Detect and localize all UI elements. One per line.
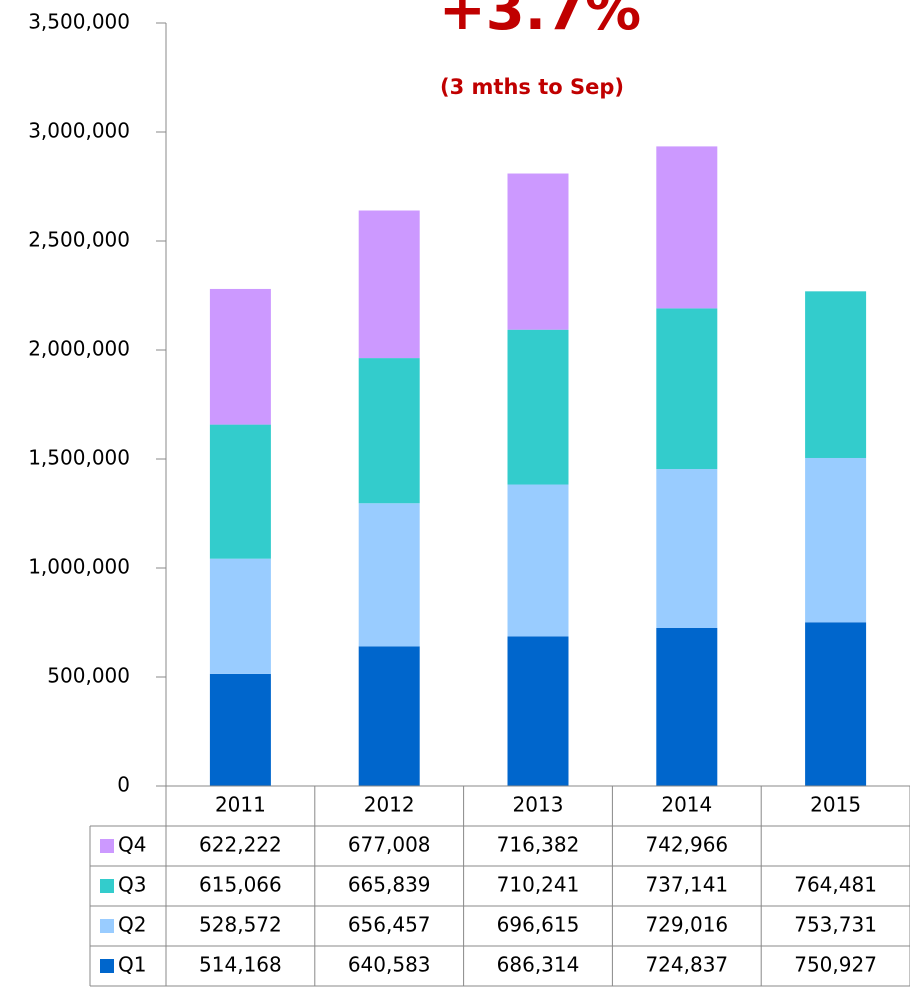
x-tick-label: 2012 — [364, 793, 415, 817]
table-cell: 696,615 — [497, 913, 580, 937]
table-cell: 764,481 — [794, 873, 877, 897]
legend-label: Q1 — [118, 953, 146, 977]
bar-segment — [805, 622, 867, 786]
y-tick-label: 2,000,000 — [28, 337, 130, 361]
bar-segment — [656, 146, 718, 309]
x-tick-label: 2014 — [661, 793, 712, 817]
bar-segment — [209, 288, 271, 425]
bar-segment — [358, 210, 420, 359]
y-tick-label: 1,500,000 — [28, 446, 130, 470]
bar-segment — [358, 358, 420, 504]
table-cell: 716,382 — [497, 833, 580, 857]
y-tick-label: 0 — [117, 773, 130, 797]
bar-segment — [209, 673, 271, 786]
table-cell: 514,168 — [199, 953, 282, 977]
table-cell: 615,066 — [199, 873, 282, 897]
bar-segment — [507, 636, 569, 786]
table-cell: 724,837 — [645, 953, 728, 977]
legend-swatch — [100, 919, 114, 933]
table-cell: 686,314 — [497, 953, 580, 977]
bar-segment — [507, 329, 569, 485]
headline-annotation: +3.7% — [439, 0, 641, 43]
legend-label: Q3 — [118, 873, 146, 897]
bar-segment — [805, 291, 867, 458]
bar-segment — [507, 173, 569, 330]
table-cell: 742,966 — [645, 833, 728, 857]
y-tick-label: 3,500,000 — [28, 10, 130, 34]
legend-label: Q2 — [118, 913, 146, 937]
bar-segment — [209, 558, 271, 674]
legend-label: Q4 — [118, 833, 146, 857]
legend-swatch — [100, 839, 114, 853]
table-cell: 677,008 — [348, 833, 431, 857]
bar-segment — [507, 484, 569, 637]
table-cell: 640,583 — [348, 953, 431, 977]
table-cell: 729,016 — [645, 913, 728, 937]
table-cell: 737,141 — [645, 873, 728, 897]
table-cell: 750,927 — [794, 953, 877, 977]
bar-segment — [656, 308, 718, 470]
legend-swatch — [100, 879, 114, 893]
table-cell: 753,731 — [794, 913, 877, 937]
bar-segment — [358, 503, 420, 647]
y-tick-label: 500,000 — [47, 664, 130, 688]
bar-segment — [656, 627, 718, 786]
bar-segment — [209, 424, 271, 559]
y-tick-label: 2,500,000 — [28, 228, 130, 252]
table-cell: 665,839 — [348, 873, 431, 897]
bar-segment — [656, 469, 718, 628]
bar-segment — [805, 457, 867, 623]
x-tick-label: 2011 — [215, 793, 266, 817]
y-tick-label: 1,000,000 — [28, 555, 130, 579]
legend-swatch — [100, 959, 114, 973]
table-cell: 622,222 — [199, 833, 282, 857]
table-cell: 528,572 — [199, 913, 282, 937]
subtitle-annotation: (3 mths to Sep) — [440, 75, 624, 99]
table-cell: 710,241 — [497, 873, 580, 897]
x-tick-label: 2015 — [810, 793, 861, 817]
table-cell: 656,457 — [348, 913, 431, 937]
x-tick-label: 2013 — [513, 793, 564, 817]
bar-segment — [358, 646, 420, 786]
y-tick-label: 3,000,000 — [28, 119, 130, 143]
